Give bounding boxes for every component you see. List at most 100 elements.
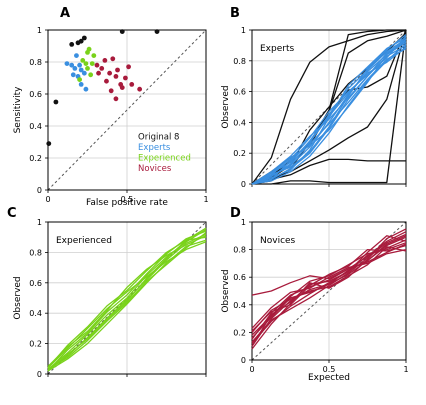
x-tick-label: 1 [403, 365, 408, 374]
point-experienced-5 [89, 61, 95, 66]
y-tick-label: 0.8 [29, 58, 42, 67]
y-tick-label: 0.8 [233, 57, 246, 66]
point-experts-9 [78, 82, 84, 87]
point-novices-8 [113, 74, 119, 79]
point-novices-14 [129, 82, 135, 87]
x-tick-label: 0 [45, 195, 50, 204]
panel-d-novices-calibration: 0 0.2 0.4 0.6 0.8 1 0 0.5 1 Observed Expected Novic… [221, 218, 409, 383]
y-tick-label: 0 [241, 180, 246, 189]
point-experts-2 [74, 53, 79, 58]
point-novices-0 [94, 62, 100, 68]
point-experienced-4 [85, 66, 90, 71]
y-tick-label: 0 [241, 356, 246, 365]
y-tick-label: 0.6 [233, 273, 246, 282]
point-novices-12 [123, 75, 128, 81]
panel-annotation: Experienced [56, 236, 112, 246]
y-tick-label: 1 [241, 218, 246, 227]
x-axis-label: Expected [308, 373, 350, 383]
y-tick-label: 1 [37, 26, 42, 35]
y-tick-label: 0.2 [29, 340, 42, 349]
series-line-18 [251, 38, 407, 185]
point-original-8-2 [69, 42, 75, 47]
point-experts-10 [72, 66, 78, 71]
series-line-17 [251, 46, 407, 185]
panel-annotation: Novices [260, 236, 296, 246]
legend-entry-experienced: Experienced [138, 154, 191, 164]
point-experienced-8 [91, 53, 97, 58]
series-line-7 [251, 233, 407, 343]
series-line-3 [47, 239, 207, 372]
point-experienced-1 [83, 61, 89, 66]
panel-a-roc-scatter: 0 0.2 0.4 0.6 0.8 1 0 0.5 1 Sensitivity False posi… [13, 26, 209, 208]
panel-letter-d: D [230, 206, 241, 221]
series-line-13 [251, 40, 407, 185]
point-novices-11 [119, 85, 125, 90]
point-original-8-4 [78, 38, 84, 44]
y-axis-label: Observed [221, 269, 231, 312]
y-tick-label: 0.8 [29, 248, 42, 257]
point-original-8-1 [53, 99, 59, 105]
y-tick-label: 0.2 [29, 154, 42, 163]
y-axis-label: Observed [221, 85, 231, 128]
y-tick-label: 0 [37, 186, 42, 195]
panel-annotation: Experts [260, 44, 294, 54]
series-line-11 [251, 244, 407, 332]
point-original-8-6 [119, 29, 125, 34]
series-line-14 [251, 43, 407, 185]
y-tick-label: 0.6 [233, 88, 246, 97]
y-tick-label: 0.2 [233, 149, 246, 158]
series-line-2 [47, 236, 207, 369]
y-tick-label: 0.4 [29, 122, 42, 131]
point-novices-4 [104, 78, 109, 84]
y-tick-label: 0.4 [29, 309, 42, 318]
y-tick-label: 0.8 [233, 246, 246, 255]
series-line-16 [251, 34, 407, 185]
series-line-12 [251, 37, 407, 185]
series-line-5 [251, 228, 407, 350]
series-line-6 [252, 29, 407, 185]
legend-entry-novices: Novices [138, 164, 172, 174]
point-novices-13 [126, 64, 131, 70]
x-tick-label: 1 [203, 195, 208, 204]
point-novices-7 [110, 56, 116, 62]
series-line-2 [251, 243, 407, 296]
legend-entry-experts: Experts [138, 143, 171, 153]
panel-letter-a: A [60, 6, 70, 21]
series-line-0 [251, 29, 407, 185]
y-tick-label: 0 [37, 370, 42, 379]
y-tick-label: 0.6 [29, 279, 42, 288]
point-experts-8 [83, 86, 89, 92]
x-tick-label: 0.5 [121, 195, 134, 204]
point-novices-3 [102, 58, 108, 63]
reference-diagonal [47, 29, 207, 191]
y-tick-label: 0.6 [29, 90, 42, 99]
point-experienced-6 [88, 72, 94, 78]
point-experts-1 [69, 62, 75, 68]
point-novices-1 [96, 70, 101, 76]
point-novices-15 [113, 96, 119, 102]
x-tick-label: 0 [249, 365, 254, 374]
point-novices-2 [99, 66, 105, 71]
point-novices-5 [107, 70, 113, 76]
point-novices-9 [115, 67, 120, 73]
point-novices-6 [108, 88, 114, 94]
series-line-8 [47, 232, 207, 370]
panel-b-experts-calibration: 0 0.2 0.4 0.6 0.8 1 Observed Experts [221, 26, 407, 189]
point-original-8-0 [46, 141, 52, 147]
point-experienced-3 [86, 46, 92, 52]
series-line-6 [47, 227, 207, 372]
point-experts-5 [77, 62, 82, 68]
y-tick-label: 1 [241, 26, 246, 35]
point-experts-6 [78, 67, 84, 73]
series-line-4 [251, 246, 407, 333]
point-experts-7 [81, 70, 87, 76]
point-novices-16 [137, 86, 143, 92]
x-tick-label: 0.5 [323, 365, 336, 374]
point-experienced-0 [80, 58, 86, 63]
y-axis-label: Observed [13, 276, 23, 319]
point-original-8-5 [81, 35, 87, 41]
panel-c-experienced-calibration: 0 0.2 0.4 0.6 0.8 1 Observed Experienced [13, 218, 207, 379]
y-tick-label: 0.2 [233, 328, 246, 337]
